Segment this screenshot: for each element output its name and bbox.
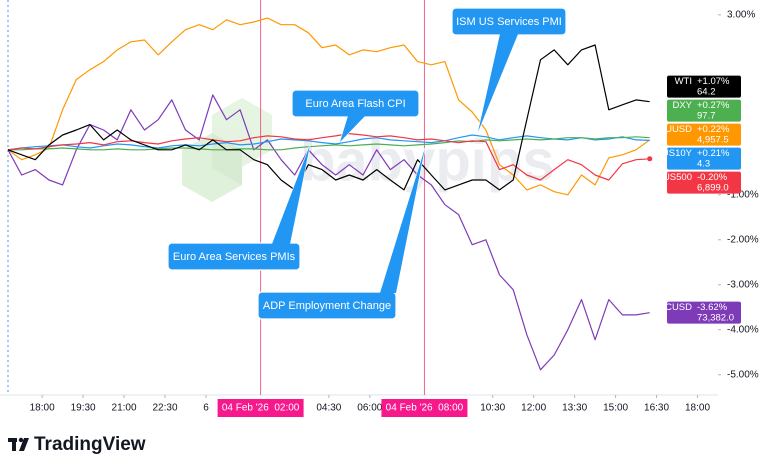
callout-tail-fill bbox=[478, 34, 518, 132]
callout-text: ADP Employment Change bbox=[263, 300, 391, 312]
x-tick-label: 6 bbox=[203, 403, 209, 414]
price-tag-change: +0.22% bbox=[697, 124, 730, 135]
series-line bbox=[7, 17, 651, 196]
series-line bbox=[7, 94, 650, 371]
x-tick-label: 18:00 bbox=[685, 403, 710, 414]
x-tick-label: 18:00 bbox=[30, 403, 55, 414]
watermark-text: babypips bbox=[300, 128, 555, 193]
callout-text: Euro Area Services PMIs bbox=[173, 251, 296, 263]
x-tick-label: 12:00 bbox=[521, 403, 546, 414]
price-tag-bg bbox=[667, 301, 741, 324]
marker-label-bg bbox=[381, 399, 468, 417]
price-tag-price: 6,899.0 bbox=[697, 183, 729, 194]
x-tick-label: 22:30 bbox=[153, 403, 178, 414]
x-tick-label: 16:30 bbox=[644, 403, 669, 414]
y-tick-label: -4.00% bbox=[727, 324, 759, 335]
price-tag-bg bbox=[667, 147, 741, 170]
price-tag-change: -3.62% bbox=[697, 302, 728, 313]
callout-tail-fill bbox=[340, 116, 365, 142]
series-line bbox=[7, 133, 650, 181]
price-tag-name: DXY bbox=[672, 100, 692, 111]
price-tag-price: 73,382.0 bbox=[697, 313, 734, 324]
price-tag-name: BTCUSD bbox=[653, 302, 692, 313]
price-tag-change: +1.07% bbox=[697, 76, 730, 87]
price-tag-price: 97.7 bbox=[697, 111, 716, 122]
callout-tail-fill bbox=[380, 148, 425, 293]
price-tag-price: 64.2 bbox=[697, 87, 716, 98]
brand-logo bbox=[8, 437, 29, 451]
y-tick-label: -1.00% bbox=[727, 189, 759, 200]
price-tag-bg bbox=[667, 99, 741, 122]
marker-label: 04 Feb '26 02:00 bbox=[222, 403, 300, 414]
x-tick-label: 21:00 bbox=[112, 403, 137, 414]
brand-name: TradingView bbox=[34, 434, 146, 455]
callout-box bbox=[257, 291, 397, 320]
series-line bbox=[7, 44, 650, 191]
price-tag-bg bbox=[667, 75, 741, 98]
x-tick-label: 15:00 bbox=[603, 403, 628, 414]
price-tag-change: -0.20% bbox=[697, 172, 728, 183]
price-tag-bg bbox=[667, 171, 741, 194]
price-tag-bg bbox=[667, 123, 741, 146]
marker-label: 04 Feb '26 08:00 bbox=[386, 403, 464, 414]
price-tag-name: US500 bbox=[663, 172, 692, 183]
y-tick-label: -5.00% bbox=[727, 369, 759, 380]
y-tick-label: -3.00% bbox=[727, 279, 759, 290]
y-tick-label: 3.00% bbox=[727, 9, 755, 20]
price-tag-price: 4,957.5 bbox=[697, 135, 729, 146]
callout-text: Euro Area Flash CPI bbox=[305, 98, 405, 110]
price-tag-price: 4.3 bbox=[697, 159, 710, 170]
x-tick-label: 19:30 bbox=[71, 403, 96, 414]
x-tick-label: 04:30 bbox=[316, 403, 341, 414]
callout-tail-fill bbox=[272, 145, 310, 244]
price-tag-name: WTI bbox=[675, 76, 692, 87]
price-tag-name: US10Y bbox=[662, 148, 693, 159]
x-tick-label: 10:30 bbox=[480, 403, 505, 414]
price-tag-change: +0.21% bbox=[697, 148, 730, 159]
x-tick-label: 13:30 bbox=[562, 403, 587, 414]
y-tick-label: -2.00% bbox=[727, 234, 759, 245]
price-tag-change: +0.27% bbox=[697, 100, 730, 111]
series-line bbox=[8, 136, 650, 151]
callout-box bbox=[167, 242, 301, 271]
marker-label-bg bbox=[217, 399, 304, 417]
series-line bbox=[7, 134, 650, 151]
last-point bbox=[647, 156, 653, 162]
x-tick-label: 06:00 bbox=[357, 403, 382, 414]
price-tag-name: XAUUSD bbox=[652, 124, 692, 135]
callout-text: ISM US Services PMI bbox=[456, 16, 562, 28]
